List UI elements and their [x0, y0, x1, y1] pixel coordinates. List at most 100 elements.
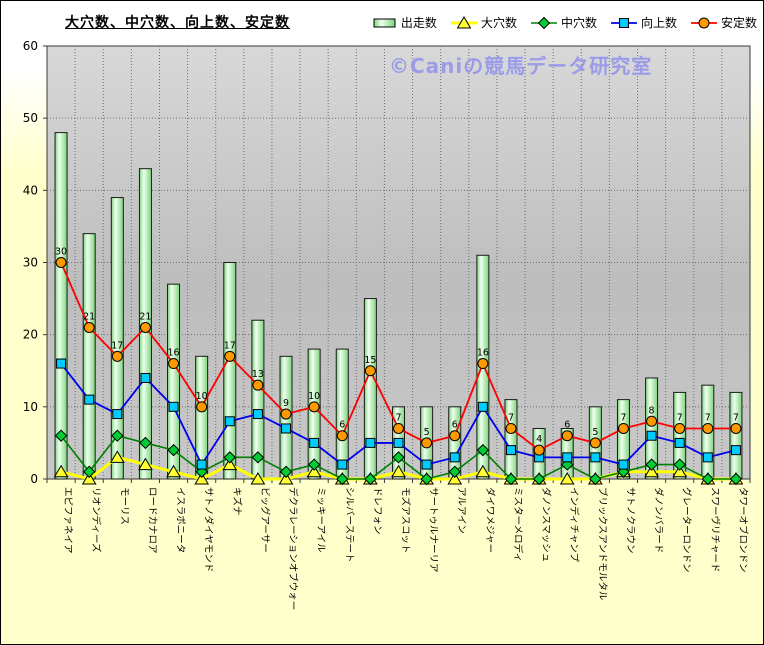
circle-marker: [83, 321, 95, 333]
data-label: 7: [733, 412, 739, 423]
circle-marker: [698, 17, 710, 29]
circle-marker: [561, 430, 573, 442]
circle-marker: [364, 365, 376, 377]
legend-item-中穴数: 中穴数: [530, 14, 597, 31]
x-axis-label: シルバーステート: [343, 487, 354, 563]
x-axis-label: キズナ: [231, 487, 243, 516]
data-label: 4: [536, 434, 542, 445]
x-axis-label: インディチャンプ: [568, 487, 580, 562]
circle-marker: [533, 444, 545, 456]
triangle-marker: [222, 457, 238, 471]
triangle-marker: [306, 464, 322, 478]
circle-marker: [702, 422, 714, 434]
circle-marker: [646, 415, 658, 427]
legend-item-向上数: 向上数: [610, 14, 677, 31]
data-label: 7: [677, 412, 683, 423]
square-marker: [252, 409, 263, 420]
triangle-marker: [53, 464, 69, 478]
y-axis-label: 10: [23, 400, 38, 414]
data-label: 9: [283, 398, 289, 409]
data-label: 16: [477, 348, 489, 359]
square-marker: [168, 401, 179, 412]
circle-marker: [280, 408, 292, 420]
x-axis-label: ダイワメジャー: [484, 487, 496, 553]
x-axis-label: エピファネイア: [62, 487, 73, 554]
square-marker: [421, 459, 432, 470]
square-marker: [56, 358, 67, 369]
triangle-marker: [447, 472, 463, 485]
triangle-marker: [194, 472, 210, 485]
circle-marker: [168, 358, 180, 370]
square-marker: [309, 437, 320, 448]
x-axis-label: ロードカナロア: [146, 487, 157, 554]
y-axis-label: 0: [30, 472, 38, 486]
bar: [110, 197, 124, 480]
x-axis-label: デクラレーションオブウォー: [287, 487, 299, 610]
x-axis-label: モズアスコット: [400, 487, 412, 554]
x-axis-label: モーリス: [118, 487, 129, 525]
square-marker: [393, 437, 404, 448]
diamond-marker: [167, 443, 180, 457]
circle-marker: [336, 430, 348, 442]
square-marker: [449, 452, 460, 463]
legend: 出走数 大穴数 中穴数 向上数 安定数: [370, 14, 757, 31]
triangle-marker: [138, 457, 153, 471]
square-marker: [590, 452, 601, 463]
bar: [616, 399, 630, 480]
y-axis-label: 30: [23, 256, 38, 270]
diamond-marker: [532, 472, 546, 486]
legend-item-安定数: 安定数: [690, 14, 757, 31]
triangle-marker: [81, 472, 97, 485]
data-label: 6: [564, 420, 570, 431]
legend-swatch-square-icon: [610, 18, 637, 28]
series-中穴数: [54, 429, 743, 486]
data-label: 6: [339, 420, 345, 431]
diamond-marker: [223, 451, 236, 464]
y-axis-label: 50: [23, 111, 38, 125]
diamond-marker: [392, 451, 405, 464]
data-label: 5: [592, 427, 598, 438]
square-marker: [84, 394, 95, 405]
square-marker: [730, 445, 741, 456]
diamond-marker: [307, 458, 321, 471]
triangle-marker: [456, 16, 472, 29]
diamond-marker: [82, 465, 96, 478]
data-label: 15: [364, 355, 376, 366]
chart-title: 大穴数、中穴数、向上数、安定数: [65, 15, 290, 31]
x-axis-label: ブリックスアンドモルタル: [596, 487, 608, 601]
square-marker: [281, 423, 292, 434]
diamond-marker: [589, 472, 602, 486]
circle-marker: [111, 350, 123, 362]
x-axis-label: イスラボニータ: [175, 487, 186, 553]
data-label: 7: [620, 412, 626, 423]
data-label: 17: [224, 340, 236, 351]
circle-marker: [589, 437, 601, 449]
diamond-marker: [364, 472, 377, 486]
series-安定数: 30 21 17 21 16 10 17 13 9 10 6 15 7 5 6 16 7 4 6 5 7 8 7 7 7: [55, 247, 742, 456]
square-marker: [618, 18, 629, 28]
bar: [363, 298, 377, 480]
triangle-marker: [475, 464, 491, 478]
circle-marker: [421, 437, 433, 449]
diamond-marker: [448, 465, 461, 478]
data-label: 10: [308, 391, 320, 402]
data-label: 7: [395, 412, 401, 423]
circle-marker: [674, 422, 686, 434]
x-axis-label: ダノンスマッシュ: [540, 487, 552, 562]
diamond-marker: [645, 458, 658, 471]
x-axis-label: サトノダイヤモンド: [203, 487, 215, 572]
triangle-marker: [109, 450, 125, 463]
triangle-marker: [644, 464, 659, 478]
bar: [167, 283, 181, 480]
circle-marker: [55, 257, 67, 268]
y-axis-label: 60: [23, 39, 38, 53]
x-axis-label: サートゥルナーリア: [428, 487, 439, 573]
diamond-marker: [111, 429, 124, 442]
x-axis-label: ミッキーアイル: [315, 487, 326, 553]
legend-swatch-circle-icon: [690, 17, 717, 29]
data-label: 21: [139, 311, 151, 322]
x-axis-label: リオンディーズ: [90, 487, 102, 553]
circle-marker: [730, 422, 742, 434]
bar: [54, 132, 68, 480]
